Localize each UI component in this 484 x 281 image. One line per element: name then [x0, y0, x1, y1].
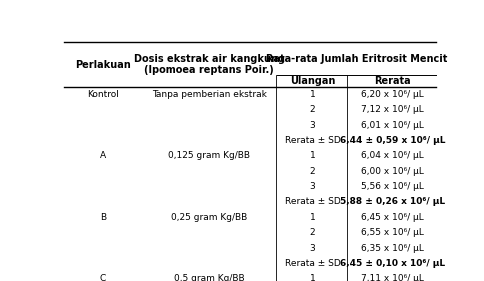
Text: 6,45 ± 0,10 x 10⁶/ μL: 6,45 ± 0,10 x 10⁶/ μL: [339, 259, 444, 268]
Text: Rerata: Rerata: [373, 76, 410, 86]
Text: 6,01 x 10⁶/ μL: 6,01 x 10⁶/ μL: [360, 121, 423, 130]
Text: 6,00 x 10⁶/ μL: 6,00 x 10⁶/ μL: [360, 167, 423, 176]
Text: 3: 3: [309, 121, 315, 130]
Text: Tanpa pemberian ekstrak: Tanpa pemberian ekstrak: [151, 90, 266, 99]
Text: 3: 3: [309, 182, 315, 191]
Text: Kontrol: Kontrol: [87, 90, 119, 99]
Text: 0,125 gram Kg/BB: 0,125 gram Kg/BB: [168, 151, 250, 160]
Text: 6,04 x 10⁶/ μL: 6,04 x 10⁶/ μL: [360, 151, 423, 160]
Text: C: C: [100, 274, 106, 281]
Text: 1: 1: [309, 274, 315, 281]
Text: 1: 1: [309, 90, 315, 99]
Text: 5,56 x 10⁶/ μL: 5,56 x 10⁶/ μL: [360, 182, 423, 191]
Text: 2: 2: [309, 228, 315, 237]
Text: 7,12 x 10⁶/ μL: 7,12 x 10⁶/ μL: [360, 105, 423, 114]
Text: Dosis ekstrak air kangkung
(Ipomoea reptans Poir.): Dosis ekstrak air kangkung (Ipomoea rept…: [133, 54, 284, 75]
Text: A: A: [100, 151, 106, 160]
Text: Rata-rata Jumlah Eritrosit Mencit: Rata-rata Jumlah Eritrosit Mencit: [265, 54, 446, 64]
Text: 7,11 x 10⁶/ μL: 7,11 x 10⁶/ μL: [360, 274, 423, 281]
Text: 6,55 x 10⁶/ μL: 6,55 x 10⁶/ μL: [360, 228, 423, 237]
Text: 5,88 ± 0,26 x 10⁶/ μL: 5,88 ± 0,26 x 10⁶/ μL: [339, 198, 444, 207]
Text: Rerata ± SD: Rerata ± SD: [284, 198, 340, 207]
Text: 1: 1: [309, 151, 315, 160]
Text: Rerata ± SD: Rerata ± SD: [284, 259, 340, 268]
Text: 3: 3: [309, 244, 315, 253]
Text: Rerata ± SD: Rerata ± SD: [284, 136, 340, 145]
Text: 6,35 x 10⁶/ μL: 6,35 x 10⁶/ μL: [360, 244, 423, 253]
Text: Ulangan: Ulangan: [289, 76, 334, 86]
Text: 1: 1: [309, 213, 315, 222]
Text: 2: 2: [309, 105, 315, 114]
Text: 6,45 x 10⁶/ μL: 6,45 x 10⁶/ μL: [360, 213, 423, 222]
Text: 6,44 ± 0,59 x 10⁶/ μL: 6,44 ± 0,59 x 10⁶/ μL: [339, 136, 444, 145]
Text: Perlakuan: Perlakuan: [75, 60, 131, 70]
Text: 6,20 x 10⁶/ μL: 6,20 x 10⁶/ μL: [360, 90, 423, 99]
Text: 0,5 gram Kg/BB: 0,5 gram Kg/BB: [173, 274, 244, 281]
Text: B: B: [100, 213, 106, 222]
Text: 0,25 gram Kg/BB: 0,25 gram Kg/BB: [171, 213, 247, 222]
Text: 2: 2: [309, 167, 315, 176]
